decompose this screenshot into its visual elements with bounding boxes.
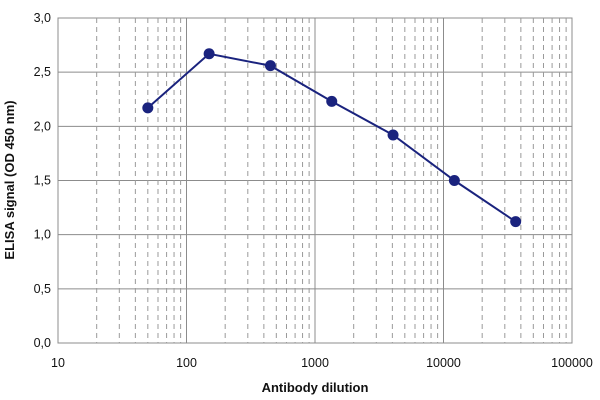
data-point	[510, 216, 522, 228]
x-tick-label: 10	[51, 356, 65, 370]
y-tick-label: 2,5	[34, 65, 51, 79]
y-tick-label: 2,0	[34, 119, 51, 133]
data-point	[142, 102, 154, 114]
data-point	[326, 95, 338, 107]
data-point	[203, 48, 215, 60]
y-tick-label: 3,0	[34, 11, 51, 25]
grid-lines	[57, 17, 573, 344]
x-tick-label: 1000	[301, 356, 329, 370]
y-tick-label: 1,0	[34, 228, 51, 242]
x-tick-label: 100	[176, 356, 197, 370]
y-axis-title: ELISA signal (OD 450 nm)	[2, 100, 17, 259]
x-tick-label: 100000	[551, 356, 593, 370]
axis-tick-labels: 0,0 0,5 1,0 1,5 2,0 2,5 3,0 10 100 1000 10000 10000…	[34, 11, 593, 370]
x-tick-label: 10000	[426, 356, 461, 370]
x-axis-title: Antibody dilution	[262, 380, 369, 395]
data-point	[387, 129, 399, 141]
y-tick-label: 1,5	[34, 174, 51, 188]
data-point	[448, 175, 460, 186]
y-tick-label: 0,5	[34, 282, 51, 296]
data-point	[264, 60, 276, 72]
y-tick-label: 0,0	[34, 336, 51, 350]
data-series	[142, 48, 522, 228]
